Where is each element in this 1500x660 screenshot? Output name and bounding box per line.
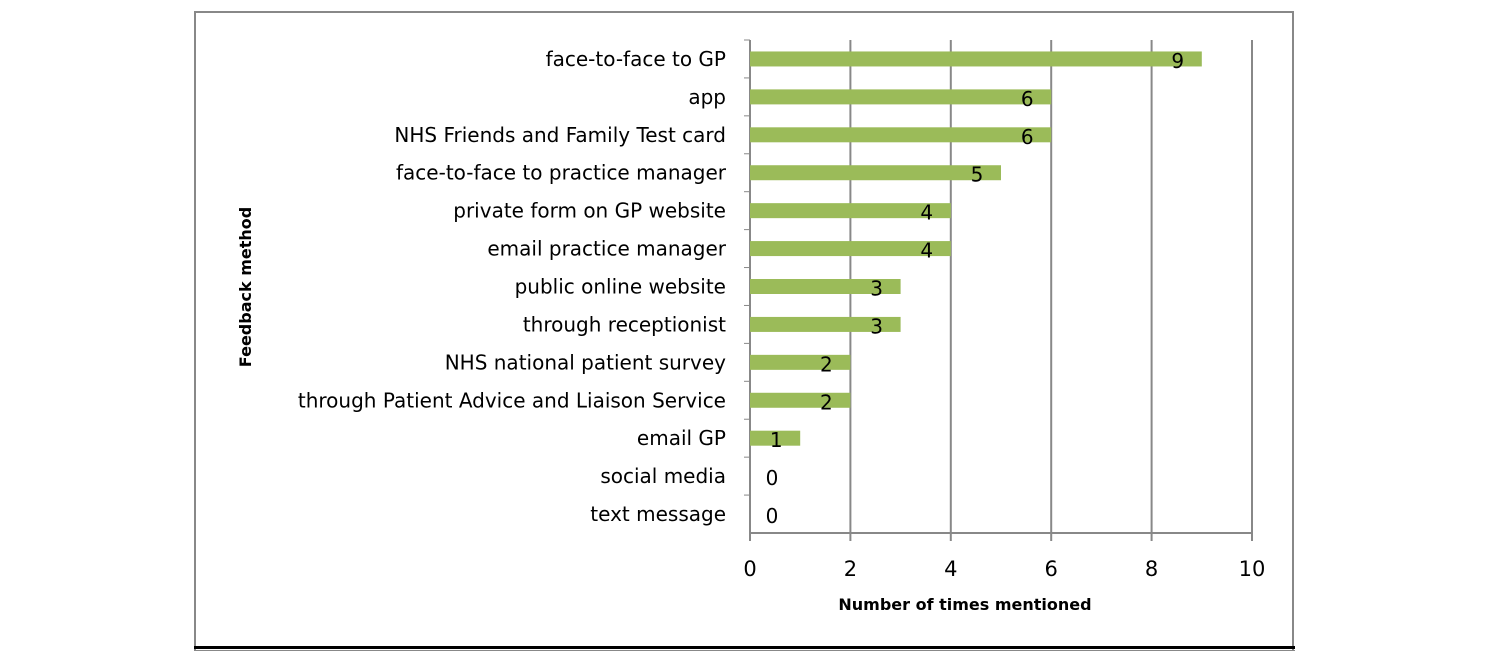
data-label: 2 xyxy=(820,352,833,376)
data-label: 9 xyxy=(1171,49,1184,73)
bar xyxy=(750,430,801,446)
bar xyxy=(750,51,1202,67)
x-tick-label: 4 xyxy=(944,557,957,581)
data-label: 0 xyxy=(766,504,779,528)
data-label: 6 xyxy=(1021,125,1034,149)
data-label: 5 xyxy=(971,163,984,187)
y-tick-label: public online website xyxy=(515,275,726,299)
y-tick-label: private form on GP website xyxy=(453,199,726,223)
bar xyxy=(750,354,851,370)
y-axis-title: Feedback method xyxy=(236,207,255,367)
y-tick-label: face-to-face to practice manager xyxy=(396,161,727,185)
x-tick-label: 2 xyxy=(844,557,857,581)
data-label: 4 xyxy=(920,239,933,263)
x-tick-label: 10 xyxy=(1239,557,1266,581)
y-tick-label: app xyxy=(688,85,726,109)
data-label: 3 xyxy=(870,277,883,301)
bar xyxy=(750,89,1052,105)
bottom-border-shadow xyxy=(194,650,1295,651)
bottom-border xyxy=(194,646,1295,649)
bar xyxy=(750,241,951,257)
y-tick-label: face-to-face to GP xyxy=(546,47,726,71)
data-label: 2 xyxy=(820,390,833,414)
data-label: 6 xyxy=(1021,87,1034,111)
data-label: 3 xyxy=(870,314,883,338)
x-tick-label: 8 xyxy=(1145,557,1158,581)
y-tick-label: through receptionist xyxy=(523,312,726,336)
data-label: 4 xyxy=(920,201,933,225)
y-tick-label: social media xyxy=(600,464,726,488)
bar xyxy=(750,392,851,408)
data-label: 1 xyxy=(770,428,783,452)
x-tick-label: 0 xyxy=(743,557,756,581)
bar xyxy=(750,203,951,219)
y-tick-label: through Patient Advice and Liaison Servi… xyxy=(298,388,726,412)
bar xyxy=(750,316,901,332)
y-tick-label: text message xyxy=(590,502,726,526)
bar xyxy=(750,165,1001,181)
bar xyxy=(750,279,901,294)
x-tick-label: 6 xyxy=(1045,557,1058,581)
y-tick-label: email GP xyxy=(637,426,726,450)
y-tick-label: NHS national patient survey xyxy=(445,350,726,374)
y-tick-label: email practice manager xyxy=(487,237,726,261)
x-axis-title: Number of times mentioned xyxy=(838,595,1091,614)
chart-frame xyxy=(194,11,1294,650)
bar xyxy=(750,127,1052,143)
data-label: 0 xyxy=(766,466,779,490)
y-tick-label: NHS Friends and Family Test card xyxy=(394,123,726,147)
